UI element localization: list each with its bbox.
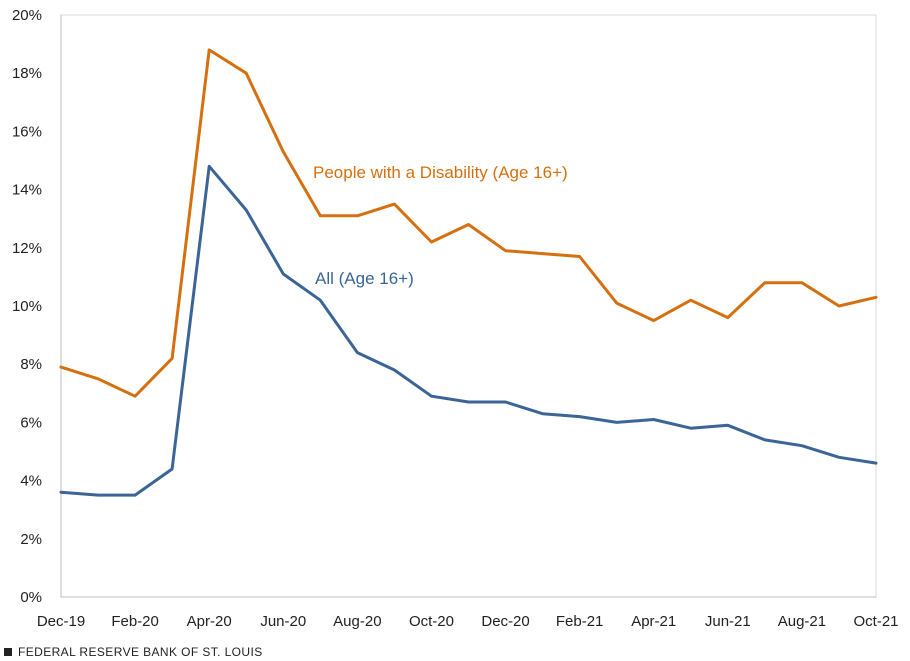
x-tick-label: Aug-21 xyxy=(778,613,826,630)
y-tick-label: 4% xyxy=(20,473,42,490)
y-tick-label: 6% xyxy=(20,414,42,431)
x-tick-label: Oct-20 xyxy=(409,613,454,630)
y-tick-label: 12% xyxy=(12,240,42,257)
series-label-disability: People with a Disability (Age 16+) xyxy=(313,163,568,182)
y-tick-label: 8% xyxy=(20,356,42,373)
x-tick-label: Jun-20 xyxy=(260,613,306,630)
x-tick-label: Dec-20 xyxy=(481,613,529,630)
x-tick-label: Jun-21 xyxy=(705,613,751,630)
x-tick-label: Aug-20 xyxy=(333,613,381,630)
source-text: FEDERAL RESERVE BANK OF ST. LOUIS xyxy=(18,645,263,659)
y-tick-label: 0% xyxy=(20,589,42,606)
y-tick-label: 16% xyxy=(12,123,42,140)
series-line-all xyxy=(59,164,878,497)
y-tick-label: 18% xyxy=(12,65,42,82)
x-tick-label: Feb-20 xyxy=(111,613,159,630)
source-square-icon xyxy=(4,648,12,656)
plot-frame xyxy=(60,14,877,598)
x-tick-label: Oct-21 xyxy=(853,613,898,630)
line-chart: 0% 2% 4% 6% 8% 10% 12% 14% 16% 18% 20% Dec-19 Feb-2… xyxy=(12,7,899,630)
y-tick-label: 14% xyxy=(12,182,42,199)
x-tick-label: Feb-21 xyxy=(556,613,604,630)
x-tick-label: Apr-21 xyxy=(631,613,676,630)
y-tick-label: 10% xyxy=(12,298,42,315)
y-tick-label: 2% xyxy=(20,531,42,548)
y-tick-label: 20% xyxy=(12,7,42,24)
source-footer: FEDERAL RESERVE BANK OF ST. LOUIS xyxy=(4,645,263,659)
x-tick-label: Apr-20 xyxy=(187,613,232,630)
x-tick-label: Dec-19 xyxy=(37,613,85,630)
series-label-all: All (Age 16+) xyxy=(315,269,414,288)
series-line-disability xyxy=(59,48,878,398)
